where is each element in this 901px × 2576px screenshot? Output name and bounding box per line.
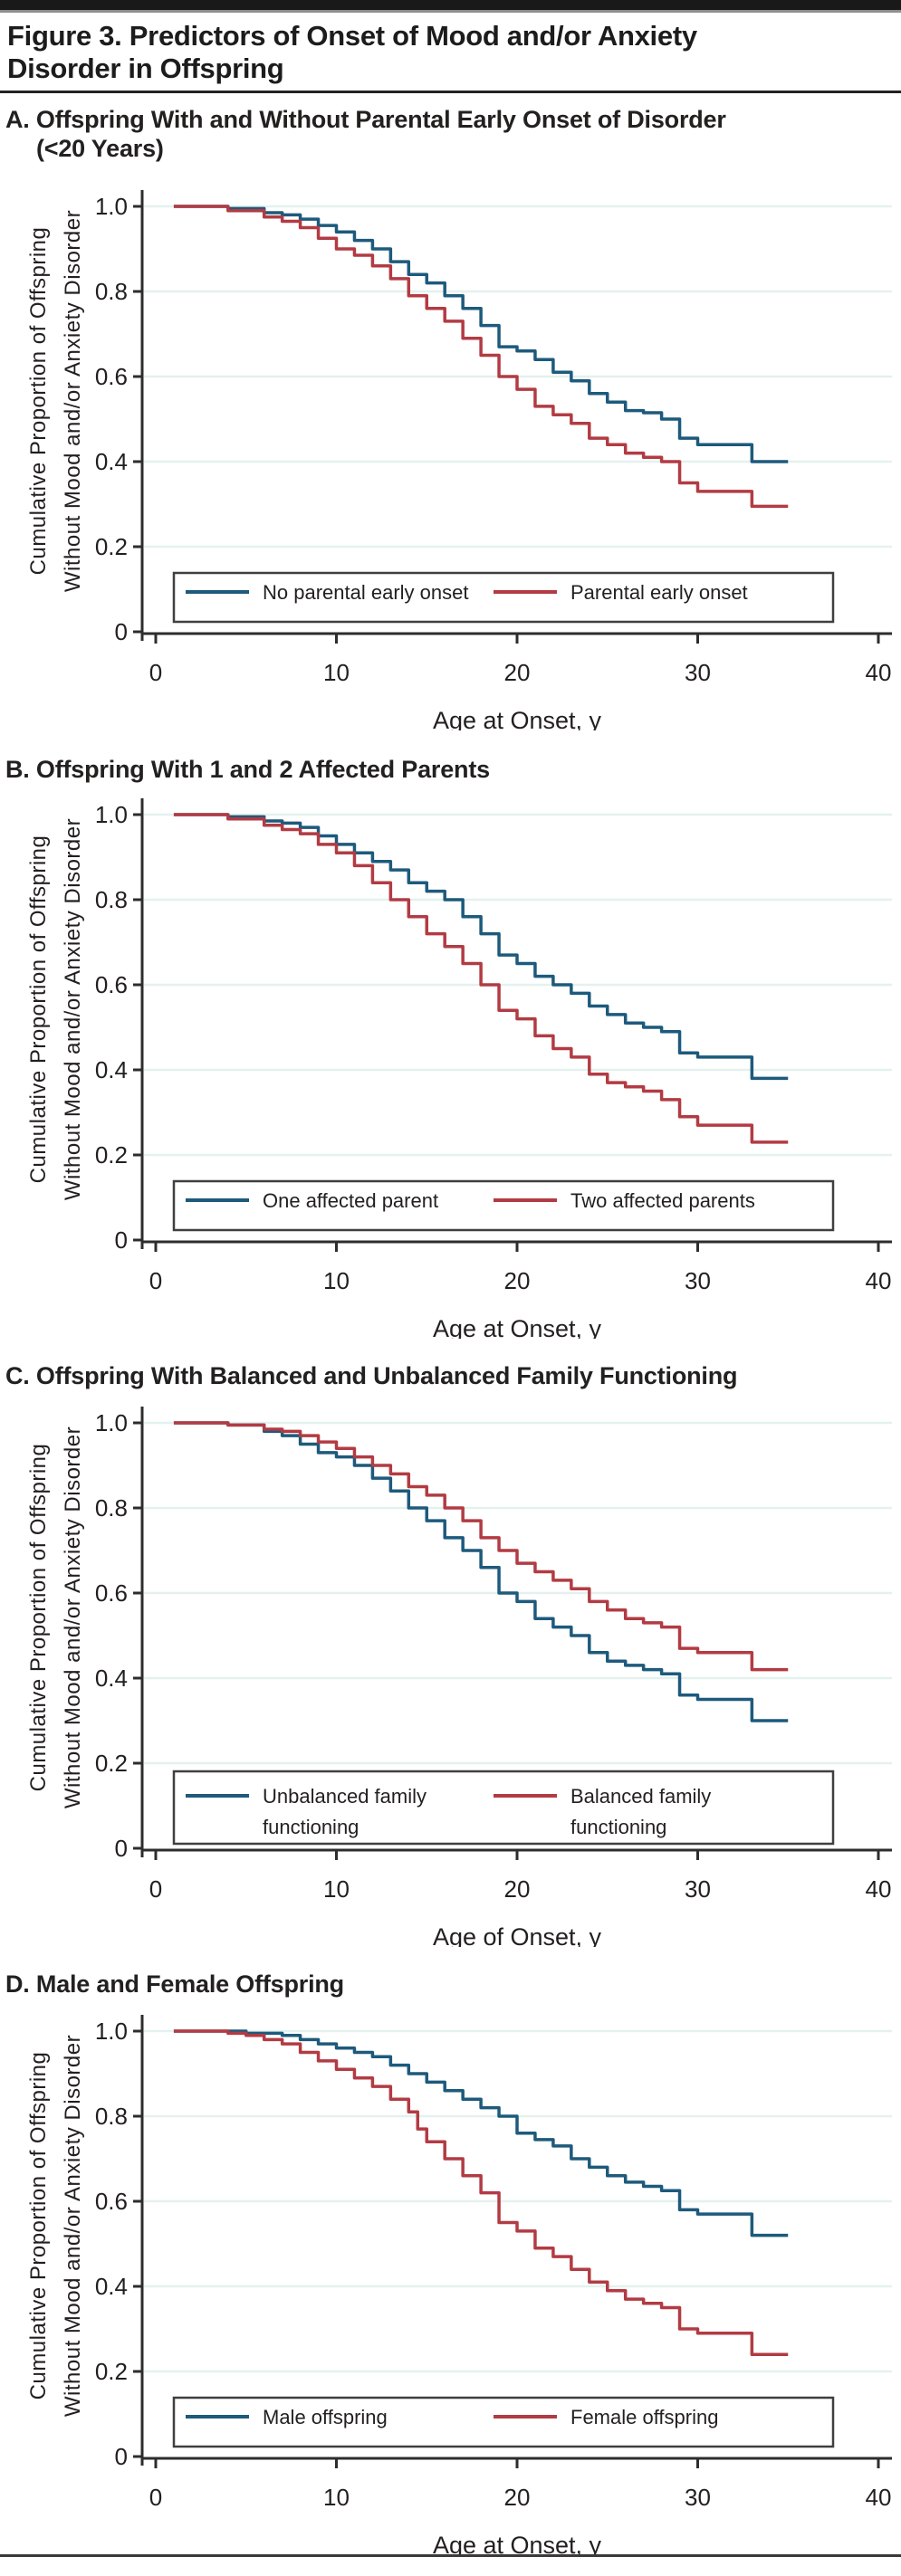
y-axis-title-line2: Without Mood and/or Anxiety Disorder — [61, 210, 85, 592]
x-tick-label: 0 — [149, 1267, 162, 1294]
legend-label: No parental early onset — [263, 581, 468, 604]
y-axis-title-line1: Cumulative Proportion of Offspring — [26, 1444, 51, 1792]
legend-label: Unbalanced family functioning — [263, 1785, 427, 1838]
legend-label: Balanced family functioning — [570, 1785, 711, 1838]
series-curve-no-parental-early-onset — [173, 205, 789, 463]
y-tick-label: 0.4 — [95, 448, 128, 475]
panel-b-heading-line1: B. Offspring With 1 and 2 Affected Paren… — [5, 756, 490, 783]
legend-label: Two affected parents — [570, 1189, 755, 1212]
x-tick-label: 10 — [323, 2484, 350, 2511]
panel-c-heading-line1: C. Offspring With Balanced and Unbalance… — [5, 1362, 738, 1389]
y-tick-label: 0 — [115, 2443, 128, 2470]
y-tick-label: 1.0 — [95, 193, 128, 220]
panel-d-heading-line1: D. Male and Female Offspring — [5, 1970, 344, 1998]
x-tick-label: 10 — [323, 1875, 350, 1903]
y-axis-title-line1: Cumulative Proportion of Offspring — [26, 835, 51, 1184]
panel-a-heading: A. Offspring With and Without Parental E… — [5, 105, 893, 163]
legend-label: Female offspring — [570, 2406, 718, 2428]
series-curve-one-affected-parent — [173, 813, 789, 1081]
x-tick-label: 0 — [149, 659, 162, 686]
legend-box — [172, 1179, 835, 1232]
x-tick-label: 20 — [504, 1267, 531, 1294]
x-tick-label: 10 — [323, 1267, 350, 1294]
y-tick-label: 0.8 — [95, 2103, 128, 2130]
series-curve-two-affected-parents — [173, 813, 789, 1144]
x-axis-title: Age at Onset, y — [433, 1315, 602, 1339]
panel-b-heading: B. Offspring With 1 and 2 Affected Paren… — [5, 755, 893, 784]
y-tick-label: 0.4 — [95, 1056, 128, 1083]
legend-label: Male offspring — [263, 2406, 388, 2428]
y-axis-title-line2: Without Mood and/or Anxiety Disorder — [61, 2035, 85, 2417]
x-tick-label: 30 — [685, 1267, 711, 1294]
y-tick-label: 0.2 — [95, 1141, 128, 1169]
panel-A-svg: 1.0 0.8 0.6 0.4 0.2 00 10 20 30 40 Age at Onset, y… — [26, 190, 892, 730]
y-tick-label: 0.8 — [95, 886, 128, 913]
y-tick-label: 0 — [115, 618, 128, 645]
legend-label: Parental early onset — [570, 581, 748, 604]
y-tick-label: 0.2 — [95, 533, 128, 560]
y-tick-label: 0.4 — [95, 2273, 128, 2300]
panel-d-heading: D. Male and Female Offspring — [5, 1970, 893, 1999]
panel-B-svg: 1.0 0.8 0.6 0.4 0.2 00 10 20 30 40 Age at Onset, y… — [26, 798, 892, 1339]
y-tick-label: 0.8 — [95, 278, 128, 305]
bottom-divider-rule — [0, 2554, 901, 2557]
series-curve-female-offspring — [173, 2029, 789, 2356]
panel-C-svg: 1.0 0.8 0.6 0.4 0.2 00 10 20 30 40 Age of Onset, y… — [26, 1407, 892, 1947]
series-curve-unbalanced-family-functioning — [173, 1421, 789, 1722]
legend-box — [172, 571, 835, 624]
series-curve-balanced-family-functioning — [173, 1421, 789, 1672]
y-tick-label: 0.6 — [95, 363, 128, 390]
figure-title: Figure 3. Predictors of Onset of Mood an… — [7, 20, 697, 84]
y-tick-label: 0.2 — [95, 1750, 128, 1777]
x-tick-label: 40 — [866, 1267, 892, 1294]
legend-label: One affected parent — [263, 1189, 438, 1212]
x-tick-label: 0 — [149, 1875, 162, 1903]
x-tick-label: 20 — [504, 1875, 531, 1903]
y-axis-title-line1: Cumulative Proportion of Offspring — [26, 227, 51, 576]
x-tick-label: 20 — [504, 2484, 531, 2511]
x-tick-label: 40 — [866, 2484, 892, 2511]
y-tick-label: 1.0 — [95, 1409, 128, 1436]
top-bar-shadow — [0, 10, 901, 13]
series-curve-male-offspring — [173, 2029, 789, 2237]
x-tick-label: 30 — [685, 659, 711, 686]
y-tick-label: 0.8 — [95, 1494, 128, 1522]
y-tick-label: 0.6 — [95, 1579, 128, 1607]
panel-c-heading: C. Offspring With Balanced and Unbalance… — [5, 1361, 893, 1390]
y-tick-label: 0.2 — [95, 2358, 128, 2385]
x-tick-label: 20 — [504, 659, 531, 686]
x-tick-label: 10 — [323, 659, 350, 686]
x-tick-label: 30 — [685, 1875, 711, 1903]
y-tick-label: 1.0 — [95, 2018, 128, 2045]
panel-D-svg: 1.0 0.8 0.6 0.4 0.2 00 10 20 30 40 Age at Onset, y… — [26, 2015, 892, 2555]
y-tick-label: 0.4 — [95, 1665, 128, 1692]
x-tick-label: 0 — [149, 2484, 162, 2511]
x-axis-title: Age at Onset, y — [433, 2532, 602, 2555]
panel-a-heading-line1: A. Offspring With and Without Parental E… — [5, 106, 726, 133]
legend-box — [172, 2396, 835, 2448]
x-tick-label: 40 — [866, 1875, 892, 1903]
y-tick-label: 0.6 — [95, 971, 128, 998]
title-divider-rule — [0, 91, 901, 93]
series-curve-parental-early-onset — [173, 205, 789, 509]
y-tick-label: 0.6 — [95, 2188, 128, 2215]
top-black-bar — [0, 0, 901, 10]
x-axis-title: Age at Onset, y — [433, 707, 602, 730]
y-tick-label: 1.0 — [95, 801, 128, 828]
y-tick-label: 0 — [115, 1226, 128, 1254]
panel-a-heading-line2: (<20 Years) — [36, 135, 164, 162]
y-axis-title-line2: Without Mood and/or Anxiety Disorder — [61, 1426, 85, 1808]
x-axis-title: Age of Onset, y — [433, 1923, 602, 1947]
y-axis-title-line1: Cumulative Proportion of Offspring — [26, 2052, 51, 2400]
x-tick-label: 30 — [685, 2484, 711, 2511]
x-tick-label: 40 — [866, 659, 892, 686]
legend-box — [172, 1770, 835, 1846]
y-tick-label: 0 — [115, 1835, 128, 1862]
y-axis-title-line2: Without Mood and/or Anxiety Disorder — [61, 818, 85, 1200]
